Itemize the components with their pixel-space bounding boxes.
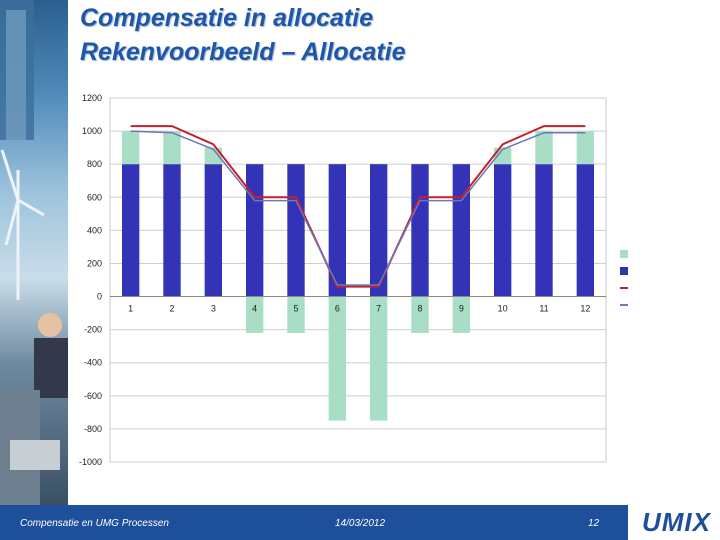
y-tick-label: 200 <box>87 258 102 268</box>
bar-eav-cons <box>245 164 264 297</box>
x-tick-label: 5 <box>293 304 298 314</box>
x-tick-label: 9 <box>459 304 464 314</box>
bar-eav-cons <box>535 164 553 297</box>
y-tick-label: -400 <box>84 358 102 368</box>
umix-logo: UMIX <box>628 505 720 540</box>
side-photo-illustration <box>0 0 68 505</box>
bar-rvol <box>493 147 512 165</box>
page-number: 12 <box>588 518 600 529</box>
bar-rvol <box>204 147 223 165</box>
x-tick-label: 11 <box>539 304 548 314</box>
bar-rvol <box>163 131 181 165</box>
x-tick-label: 4 <box>252 304 257 314</box>
y-tick-label: 1200 <box>82 93 102 103</box>
y-tick-label: -200 <box>84 325 102 335</box>
x-tick-label: 8 <box>417 304 422 314</box>
plot-area <box>109 97 607 463</box>
bar-eav-cons <box>493 164 512 297</box>
bar-rvol <box>287 296 305 333</box>
bar-rvol <box>369 296 388 421</box>
x-tick-label: 3 <box>211 304 216 314</box>
umix-logo-text: UMIX <box>642 507 711 537</box>
y-tick-label: -600 <box>84 391 102 401</box>
y-tick-label: 800 <box>87 159 102 169</box>
line-infeed <box>130 125 586 288</box>
bar-eav-cons <box>163 164 181 297</box>
bar-eav-cons <box>328 164 347 297</box>
y-tick-label: 400 <box>87 225 102 235</box>
bar-eav-cons <box>204 164 223 297</box>
x-tick-label: 1 <box>128 304 133 314</box>
y-tick-label: 0 <box>97 292 102 302</box>
bar-eav-cons <box>121 164 140 297</box>
x-tick-label: 10 <box>498 304 508 314</box>
bar-rvol <box>535 131 553 165</box>
x-tick-label: 7 <box>376 304 381 314</box>
side-photo <box>0 0 68 505</box>
legend-swatch <box>620 250 628 258</box>
bar-rvol <box>328 296 347 421</box>
slide-title: Compensatie in allocatie <box>80 4 374 32</box>
bar-rvol <box>452 296 471 333</box>
x-tick-label: 6 <box>335 304 340 314</box>
x-tick-label: 12 <box>580 304 590 314</box>
header <box>68 0 720 72</box>
bar-eav-cons <box>452 164 471 297</box>
bar-eav-cons <box>576 164 595 297</box>
bar-eav-cons <box>369 164 388 297</box>
line-nv <box>130 130 586 286</box>
footer-title: Compensatie en UMG Processen <box>20 518 169 529</box>
slide-subtitle: Rekenvoorbeeld – Allocatie <box>80 38 406 66</box>
footer-date: 14/03/2012 <box>335 518 386 529</box>
legend-swatch <box>620 267 628 275</box>
allocation-chart: 1200 1000 800 600 400 200 0 -200 -400 -600 -800 -10… <box>79 93 628 467</box>
bar-rvol <box>121 131 140 165</box>
footer-bar: Compensatie en UMG Processen 14/03/2012 … <box>0 505 720 540</box>
y-tick-label: -800 <box>84 424 102 434</box>
y-tick-label: 600 <box>87 192 102 202</box>
bar-rvol <box>411 296 429 333</box>
bar-rvol <box>576 131 595 165</box>
x-tick-label: 2 <box>169 304 174 314</box>
bar-eav-cons <box>411 164 429 297</box>
bar-rvol <box>245 296 264 333</box>
bar-eav-cons <box>287 164 305 297</box>
y-tick-label: -1000 <box>79 457 102 467</box>
y-tick-label: 1000 <box>82 126 102 136</box>
